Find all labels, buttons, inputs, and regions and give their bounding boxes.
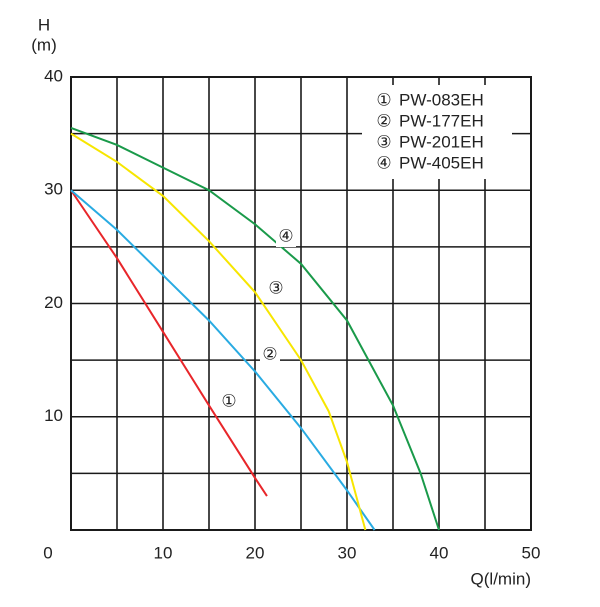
curve: [70, 132, 367, 531]
legend-label: PW-405EH: [399, 153, 484, 172]
curve-label-bg: [276, 227, 296, 247]
legend-entry: ④ PW-405EH: [376, 153, 483, 172]
legend-label: PW-201EH: [399, 132, 484, 151]
legend-entry: ③ PW-201EH: [376, 132, 483, 151]
y-tick-label: 30: [44, 180, 63, 199]
curve: [70, 189, 268, 497]
legend-marker: ①: [376, 90, 391, 109]
legend-entry: ② PW-177EH: [376, 111, 483, 130]
legend-label: PW-177EH: [399, 111, 484, 130]
x-tick-label: 50: [522, 543, 541, 562]
y-axis-label: H: [38, 15, 50, 34]
curve-label-bg: [260, 345, 280, 365]
curve-label: ④: [278, 226, 293, 245]
curve-label: ③: [268, 278, 283, 297]
curve-label-bg: [219, 392, 239, 412]
curve-label-bg: [266, 279, 286, 299]
plot-frame: [70, 76, 532, 531]
legend-label: PW-083EH: [399, 90, 484, 109]
x-tick-label: 0: [43, 543, 52, 562]
curve: [70, 189, 376, 531]
x-tick-label: 10: [154, 543, 173, 562]
y-tick-label: 40: [44, 66, 63, 85]
x-tick-label: 30: [338, 543, 357, 562]
x-tick-label: 40: [430, 543, 449, 562]
y-axis-unit: (m): [31, 35, 56, 54]
legend-entry: ① PW-083EH: [376, 90, 483, 109]
x-tick-label: 20: [246, 543, 265, 562]
curve-label: ②: [262, 344, 277, 363]
curve-label: ①: [221, 391, 236, 410]
legend-box: [362, 85, 512, 179]
legend-marker: ③: [376, 132, 391, 151]
y-tick-label: 20: [44, 293, 63, 312]
legend-marker: ②: [376, 111, 391, 130]
y-tick-label: 10: [44, 406, 63, 425]
legend-marker: ④: [376, 153, 391, 172]
x-axis-label: Q(l/min): [471, 569, 531, 588]
